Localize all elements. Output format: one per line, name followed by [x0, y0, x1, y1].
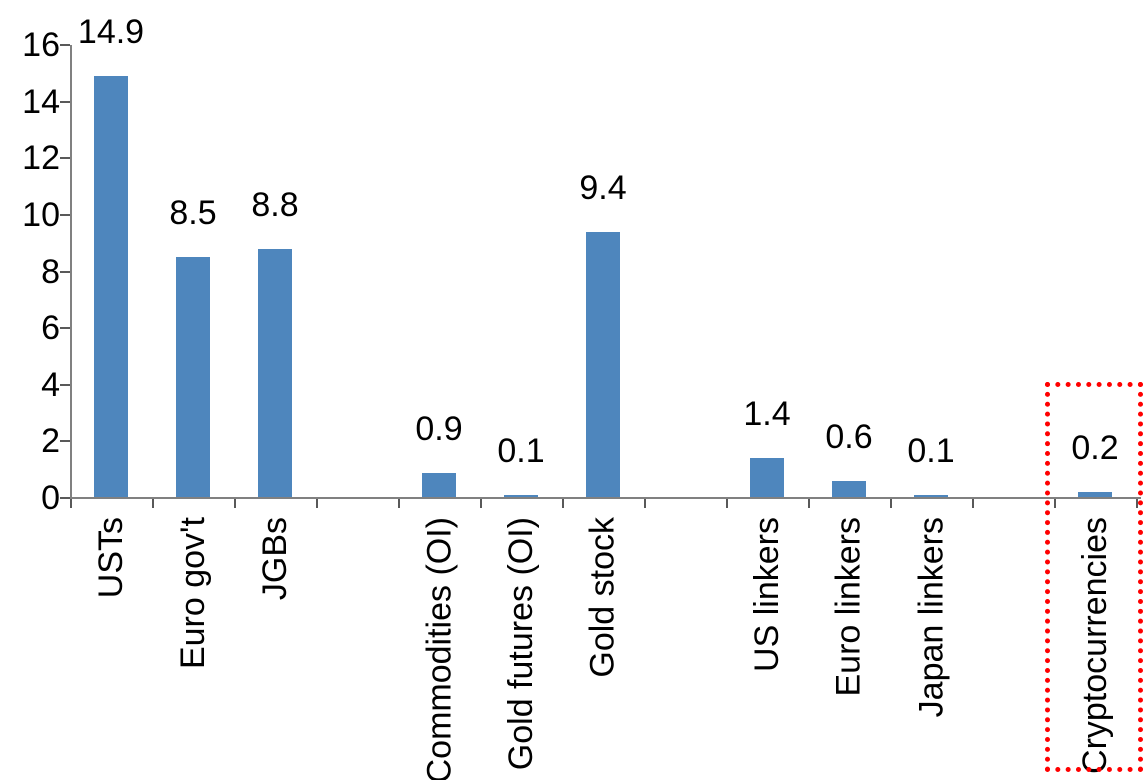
bar — [1078, 492, 1112, 497]
bar-value-label: 0.9 — [415, 409, 463, 448]
bar — [750, 458, 784, 497]
x-axis-tick — [890, 499, 892, 508]
x-axis-tick — [726, 499, 728, 508]
bar — [258, 248, 292, 497]
bar-value-label: 9.4 — [579, 168, 627, 207]
y-tick-label: 10 — [22, 196, 60, 234]
category-label-text: USTs — [92, 517, 130, 599]
category-label-text: Euro linkers — [830, 517, 868, 697]
y-tick-label: 0 — [41, 479, 60, 517]
y-axis-tick — [60, 270, 70, 273]
bar — [504, 495, 538, 497]
x-axis-tick — [234, 499, 236, 508]
x-axis-tick — [808, 499, 810, 508]
bar-value-label: 8.8 — [251, 185, 299, 224]
bar-value-label: 8.5 — [169, 194, 217, 233]
category-label-text: US linkers — [748, 517, 786, 672]
category-label-text: Japan linkers — [912, 517, 950, 718]
bar-value-label: 0.2 — [1071, 429, 1119, 468]
bar — [422, 472, 456, 497]
y-axis-tick — [60, 383, 70, 386]
category-label-text: Euro gov't — [174, 517, 212, 670]
y-tick-label: 6 — [41, 309, 60, 348]
highlight-box — [1045, 382, 1143, 772]
category-label-text: Gold futures (OI) — [502, 517, 540, 771]
y-axis-line — [70, 45, 72, 499]
x-axis-tick — [644, 499, 646, 508]
y-tick-label: 14 — [22, 82, 60, 121]
bar — [586, 231, 620, 497]
y-axis-tick — [60, 100, 70, 103]
category-label-text: JGBs — [256, 517, 294, 601]
bar-value-label: 0.1 — [907, 432, 955, 471]
x-axis-tick — [70, 499, 72, 508]
y-axis-tick — [60, 440, 70, 443]
category-label-text: Gold stock — [584, 517, 622, 678]
y-tick-label: 12 — [22, 139, 60, 178]
bar-value-label: 14.9 — [77, 13, 145, 52]
y-tick-label: 16 — [22, 26, 60, 65]
y-axis-tick — [60, 497, 70, 499]
y-axis-tick — [60, 327, 70, 330]
x-axis-tick — [316, 499, 318, 508]
bar — [832, 481, 866, 497]
y-tick-label: 2 — [41, 422, 60, 461]
bar — [176, 257, 210, 497]
y-axis-tick — [60, 157, 70, 160]
bar — [94, 76, 128, 497]
bar — [914, 495, 948, 497]
x-axis-tick — [972, 499, 974, 508]
y-tick-label: 4 — [41, 365, 60, 404]
x-axis-tick — [152, 499, 154, 508]
x-axis-tick — [398, 499, 400, 508]
bar-value-label: 0.1 — [497, 432, 545, 471]
x-axis-tick — [480, 499, 482, 508]
x-axis-tick — [1136, 499, 1138, 508]
bar-value-label: 0.6 — [825, 418, 873, 457]
x-axis-tick — [1054, 499, 1056, 508]
y-axis-tick — [60, 44, 70, 47]
y-tick-label: 8 — [41, 252, 60, 291]
y-axis-tick — [60, 214, 70, 216]
x-axis-line — [70, 497, 1141, 499]
x-axis-tick — [562, 499, 564, 508]
category-label-text: Commodities (OI) — [420, 517, 458, 780]
bar-value-label: 1.4 — [743, 395, 791, 434]
